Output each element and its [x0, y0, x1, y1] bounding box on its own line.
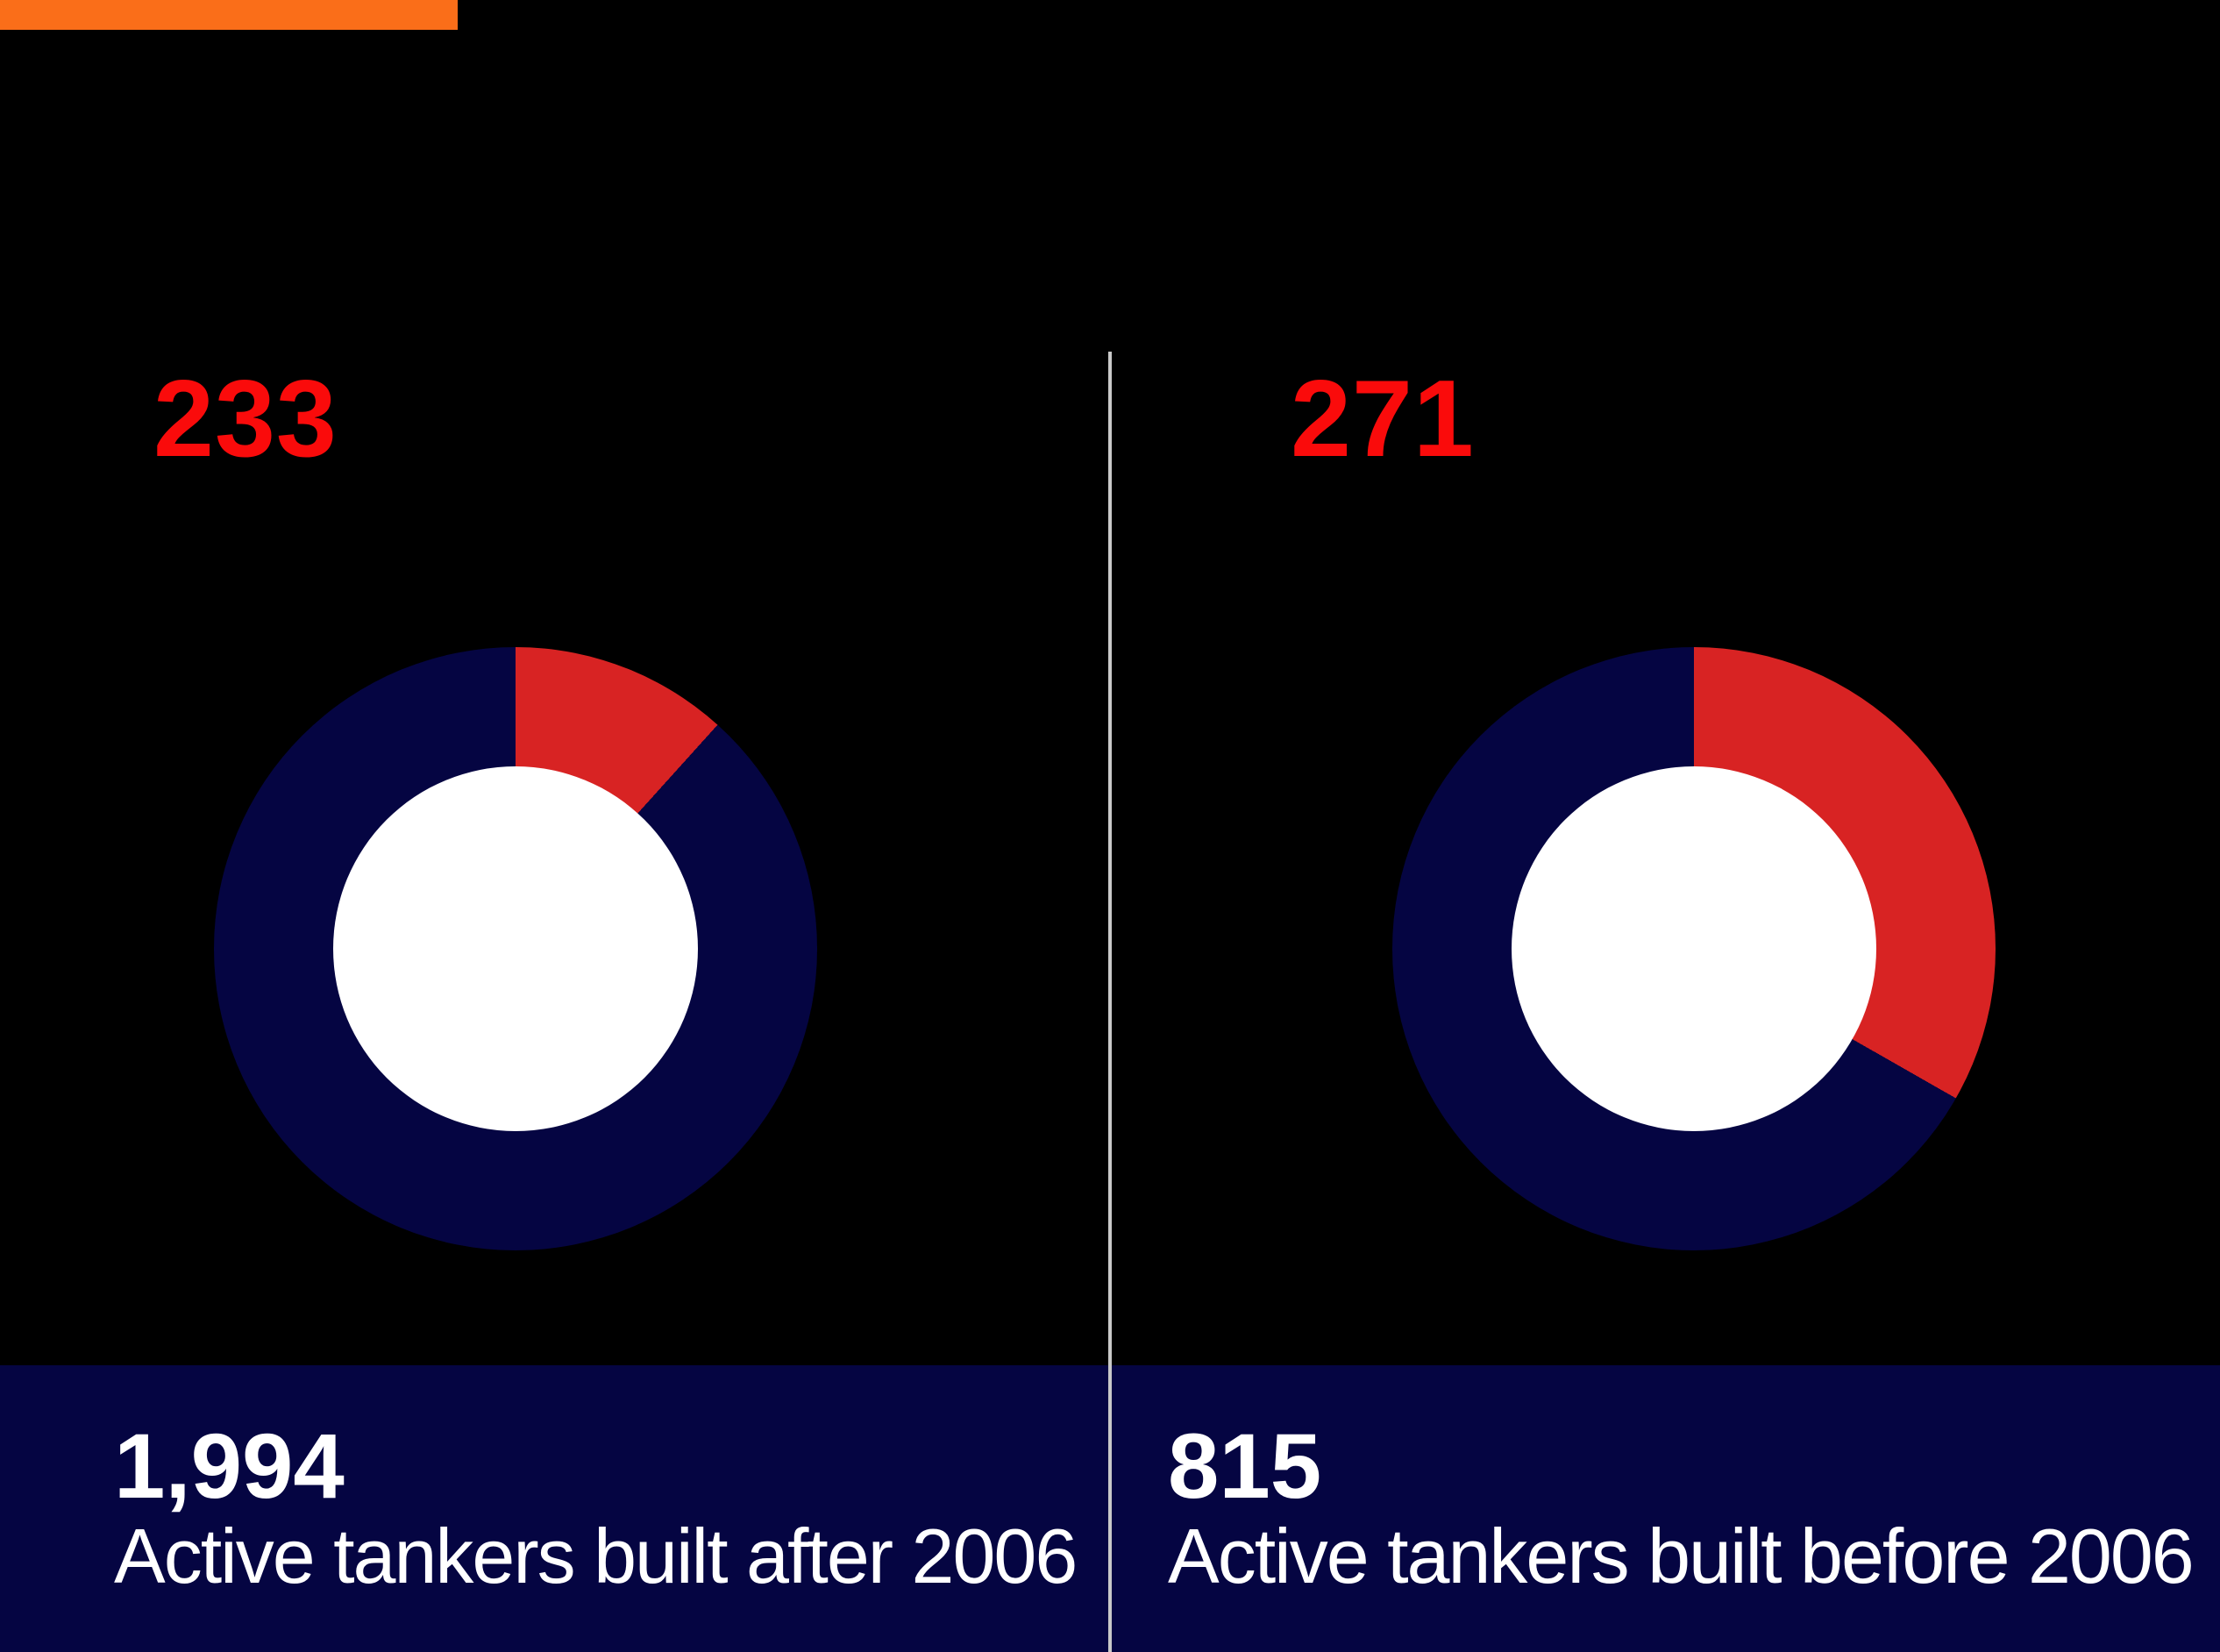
donut-chart-after-2006 — [214, 647, 817, 1250]
label-after-2006: Active tankers built after 2006 — [114, 1513, 1078, 1599]
total-count-before-2006: 815 — [1168, 1415, 1322, 1518]
accent-bar — [0, 0, 458, 30]
total-count-after-2006: 1,994 — [114, 1415, 345, 1518]
donut-chart-before-2006 — [1392, 647, 1996, 1250]
highlight-count-after-2006: 233 — [153, 359, 338, 480]
label-before-2006: Active tankers built before 2006 — [1168, 1513, 2195, 1599]
donut-hole — [1512, 766, 1876, 1131]
highlight-count-before-2006: 271 — [1291, 359, 1475, 480]
donut-hole — [333, 766, 698, 1131]
divider-line — [1108, 352, 1112, 1652]
